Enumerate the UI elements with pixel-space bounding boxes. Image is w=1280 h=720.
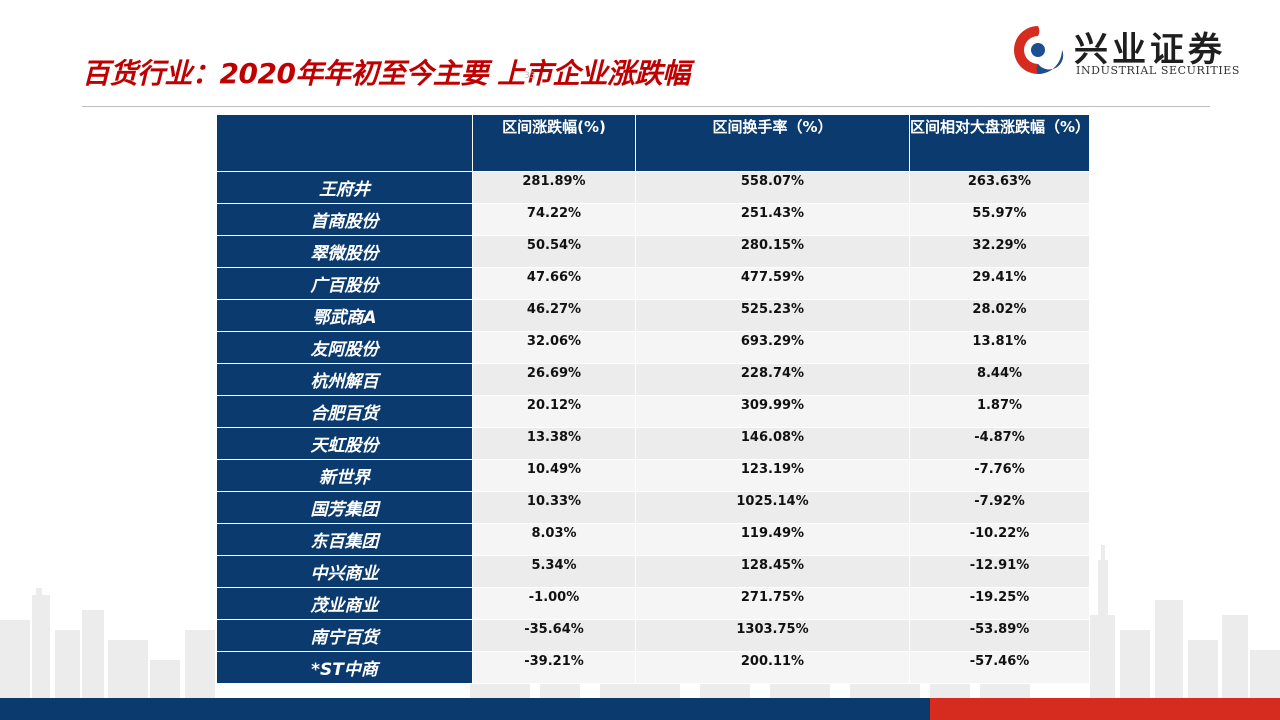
relative-change-cell: -7.76% — [909, 459, 1090, 492]
price-change-cell: 47.66% — [472, 267, 636, 300]
company-name-cell: 东百集团 — [216, 523, 473, 556]
company-name-cell: 合肥百货 — [216, 395, 473, 428]
turnover-cell: 228.74% — [635, 363, 910, 396]
table-row: 王府井 281.89% 558.07% 263.63% — [216, 171, 1090, 204]
turnover-cell: 271.75% — [635, 587, 910, 620]
turnover-cell: 1025.14% — [635, 491, 910, 524]
relative-change-cell: -12.91% — [909, 555, 1090, 588]
company-name-cell: 翠微股份 — [216, 235, 473, 268]
header-relative-change: 区间相对大盘涨跌幅（%） — [909, 114, 1090, 172]
company-name-cell: 中兴商业 — [216, 555, 473, 588]
table-row: 新世界 10.49% 123.19% -7.76% — [216, 459, 1090, 492]
company-name-cell: 广百股份 — [216, 267, 473, 300]
relative-change-cell: 29.41% — [909, 267, 1090, 300]
price-change-cell: 26.69% — [472, 363, 636, 396]
company-name-cell: 国芳集团 — [216, 491, 473, 524]
table-header-row: 区间涨跌幅(%) 区间换手率（%） 区间相对大盘涨跌幅（%） — [216, 114, 1090, 172]
table-row: 广百股份 47.66% 477.59% 29.41% — [216, 267, 1090, 300]
price-change-cell: 10.33% — [472, 491, 636, 524]
price-change-cell: 74.22% — [472, 203, 636, 236]
company-name-cell: 杭州解百 — [216, 363, 473, 396]
price-change-cell: 46.27% — [472, 299, 636, 332]
price-change-cell: 13.38% — [472, 427, 636, 460]
company-name-cell: 友阿股份 — [216, 331, 473, 364]
footer-bar-red — [930, 698, 1280, 720]
table-row: 中兴商业 5.34% 128.45% -12.91% — [216, 555, 1090, 588]
relative-change-cell: 55.97% — [909, 203, 1090, 236]
footer-bar-blue — [0, 698, 930, 720]
relative-change-cell: -4.87% — [909, 427, 1090, 460]
table-row: 鄂武商A 46.27% 525.23% 28.02% — [216, 299, 1090, 332]
relative-change-cell: 8.44% — [909, 363, 1090, 396]
table-row: 翠微股份 50.54% 280.15% 32.29% — [216, 235, 1090, 268]
company-name-cell: 王府井 — [216, 171, 473, 204]
company-name-cell: 新世界 — [216, 459, 473, 492]
price-change-cell: 10.49% — [472, 459, 636, 492]
swirl-logo-icon — [1012, 24, 1064, 76]
company-logo: 兴业证券 INDUSTRIAL SECURITIES — [1010, 20, 1260, 80]
company-name-cell: 鄂武商A — [216, 299, 473, 332]
relative-change-cell: 28.02% — [909, 299, 1090, 332]
turnover-cell: 251.43% — [635, 203, 910, 236]
company-name-cell: 茂业商业 — [216, 587, 473, 620]
relative-change-cell: 13.81% — [909, 331, 1090, 364]
turnover-cell: 1303.75% — [635, 619, 910, 652]
table-row: 国芳集团 10.33% 1025.14% -7.92% — [216, 491, 1090, 524]
header-turnover: 区间换手率（%） — [635, 114, 910, 172]
price-change-cell: 8.03% — [472, 523, 636, 556]
logo-english-name: INDUSTRIAL SECURITIES — [1076, 64, 1241, 77]
company-name-cell: 天虹股份 — [216, 427, 473, 460]
turnover-cell: 146.08% — [635, 427, 910, 460]
price-change-cell: -35.64% — [472, 619, 636, 652]
turnover-cell: 119.49% — [635, 523, 910, 556]
company-name-cell: 首商股份 — [216, 203, 473, 236]
stock-performance-table: 区间涨跌幅(%) 区间换手率（%） 区间相对大盘涨跌幅（%） 王府井 281.89… — [216, 114, 1090, 684]
price-change-cell: 50.54% — [472, 235, 636, 268]
relative-change-cell: 263.63% — [909, 171, 1090, 204]
table-row: 杭州解百 26.69% 228.74% 8.44% — [216, 363, 1090, 396]
price-change-cell: -1.00% — [472, 587, 636, 620]
relative-change-cell: -19.25% — [909, 587, 1090, 620]
turnover-cell: 200.11% — [635, 651, 910, 684]
table-row: 天虹股份 13.38% 146.08% -4.87% — [216, 427, 1090, 460]
price-change-cell: 5.34% — [472, 555, 636, 588]
table-row: *ST中商 -39.21% 200.11% -57.46% — [216, 651, 1090, 684]
table-row: 茂业商业 -1.00% 271.75% -19.25% — [216, 587, 1090, 620]
table-row: 首商股份 74.22% 251.43% 55.97% — [216, 203, 1090, 236]
relative-change-cell: -53.89% — [909, 619, 1090, 652]
price-change-cell: 281.89% — [472, 171, 636, 204]
company-name-cell: *ST中商 — [216, 651, 473, 684]
turnover-cell: 525.23% — [635, 299, 910, 332]
page-number: 33 — [524, 71, 536, 81]
turnover-cell: 123.19% — [635, 459, 910, 492]
turnover-cell: 309.99% — [635, 395, 910, 428]
header-company — [216, 114, 473, 172]
relative-change-cell: 1.87% — [909, 395, 1090, 428]
price-change-cell: -39.21% — [472, 651, 636, 684]
relative-change-cell: -10.22% — [909, 523, 1090, 556]
relative-change-cell: -57.46% — [909, 651, 1090, 684]
table-row: 南宁百货 -35.64% 1303.75% -53.89% — [216, 619, 1090, 652]
table-row: 合肥百货 20.12% 309.99% 1.87% — [216, 395, 1090, 428]
price-change-cell: 32.06% — [472, 331, 636, 364]
relative-change-cell: 32.29% — [909, 235, 1090, 268]
price-change-cell: 20.12% — [472, 395, 636, 428]
company-name-cell: 南宁百货 — [216, 619, 473, 652]
title-divider — [82, 106, 1210, 107]
turnover-cell: 693.29% — [635, 331, 910, 364]
page-title: 百货行业：2020年年初至今主要 上市企业涨跌幅 — [82, 57, 690, 90]
relative-change-cell: -7.92% — [909, 491, 1090, 524]
table-row: 友阿股份 32.06% 693.29% 13.81% — [216, 331, 1090, 364]
turnover-cell: 280.15% — [635, 235, 910, 268]
table-row: 东百集团 8.03% 119.49% -10.22% — [216, 523, 1090, 556]
turnover-cell: 128.45% — [635, 555, 910, 588]
turnover-cell: 477.59% — [635, 267, 910, 300]
logo-chinese-name: 兴业证券 — [1074, 30, 1226, 70]
header-price-change: 区间涨跌幅(%) — [472, 114, 636, 172]
turnover-cell: 558.07% — [635, 171, 910, 204]
